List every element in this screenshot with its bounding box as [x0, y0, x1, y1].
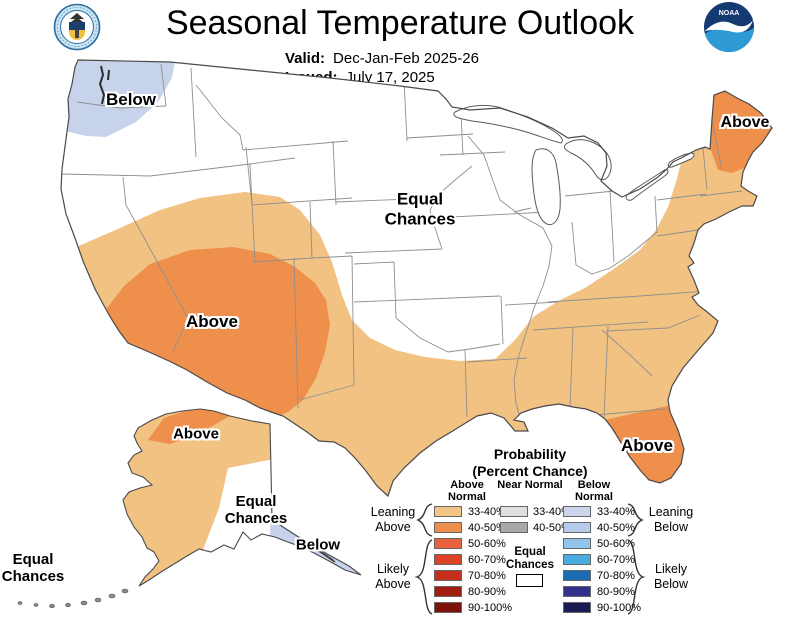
valid-label: Valid: [285, 50, 326, 67]
legend-title: Probability (Percent Chance) [430, 446, 630, 480]
legend-range-below-50-60: 50-60% [597, 538, 635, 550]
map-label-florida-above: Above [621, 436, 673, 456]
legend-swatch-above-33-40 [434, 506, 462, 517]
puget-sound-detail [98, 65, 110, 105]
map-label-northeast-above: Above [720, 113, 770, 131]
legend-header-near-normal: Near Normal [497, 479, 563, 491]
legend-swatch-below-60-70 [563, 554, 591, 565]
legend-swatch-below-90-100 [563, 602, 591, 613]
alaska-above-40-50-region [148, 409, 230, 444]
legend-swatch-above-70-80 [434, 570, 462, 581]
legend-swatch-below-33-40 [563, 506, 591, 517]
alaska-panhandle-detail [299, 539, 336, 563]
aleutian-islands [17, 588, 129, 609]
map-label-pacific-northwest-below: Below [105, 90, 157, 110]
lake-michigan [531, 148, 561, 226]
legend-swatch-below-50-60 [563, 538, 591, 549]
legend-range-above-90-100: 90-100% [468, 602, 513, 614]
legend-swatch-above-40-50 [434, 522, 462, 533]
legend-swatch-below-40-50 [563, 522, 591, 533]
map-label-alaska-equal-chances: Equal Chances [224, 492, 288, 527]
legend-swatch-above-50-60 [434, 538, 462, 549]
legend-braces [414, 503, 646, 615]
legend-range-above-40-50: 40-50% [468, 522, 506, 534]
conus-below-33-40-region [61, 60, 176, 137]
page-title: Seasonal Temperature Outlook [165, 4, 635, 42]
legend-swatch-below-70-80 [563, 570, 591, 581]
legend-header-above-normal: Above Normal [448, 479, 486, 503]
legend-swatch-near-33-40 [500, 506, 528, 517]
legend-title-line1: Probability [493, 446, 567, 462]
legend-range-above-50-60: 50-60% [468, 538, 506, 550]
legend-leaning-above-label: Leaning Above [370, 505, 416, 534]
map-label-central-equal-chances: Equal Chances [384, 189, 456, 228]
legend-header-below-normal: Below Normal [575, 479, 613, 503]
lake-huron [563, 139, 612, 181]
legend-equal-chances-label: Equal Chances [506, 546, 554, 571]
legend-swatch-near-40-50 [500, 522, 528, 533]
legend-swatch-above-80-90 [434, 586, 462, 597]
valid-value: Dec-Jan-Feb 2025-26 [333, 50, 479, 67]
state-boundaries [61, 63, 743, 422]
alaska-equal-chances-region [201, 459, 274, 555]
legend-range-below-90-100: 90-100% [597, 602, 642, 614]
legend-swatch-above-90-100 [434, 602, 462, 613]
map-label-alaska-above: Above [173, 425, 219, 443]
commerce-seal-icon [53, 3, 101, 51]
legend-swatch-above-60-70 [434, 554, 462, 565]
map-label-aleutians-equal-chances: Equal Chances [1, 550, 65, 585]
legend-range-below-60-70: 60-70% [597, 554, 635, 566]
great-lakes [453, 104, 695, 226]
map-label-alaska-below: Below [295, 536, 341, 554]
legend-range-above-60-70: 60-70% [468, 554, 506, 566]
legend-range-below-70-80: 70-80% [597, 570, 635, 582]
probability-legend: Probability (Percent Chance) Above Norma… [370, 446, 696, 618]
legend-swatch-below-80-90 [563, 586, 591, 597]
legend-title-line2: (Percent Chance) [472, 463, 588, 479]
legend-range-above-70-80: 70-80% [468, 570, 506, 582]
legend-range-near-33-40: 33-40% [533, 506, 571, 518]
noaa-logo-icon: NOAA [704, 2, 754, 52]
legend-range-above-33-40: 33-40% [468, 506, 506, 518]
legend-range-near-40-50: 40-50% [533, 522, 571, 534]
legend-range-below-40-50: 40-50% [597, 522, 635, 534]
legend-range-above-80-90: 80-90% [468, 586, 506, 598]
legend-range-below-80-90: 80-90% [597, 586, 635, 598]
legend-range-below-33-40: 33-40% [597, 506, 635, 518]
legend-equal-chances-swatch [516, 574, 543, 587]
legend-likely-below-label: Likely Below [653, 562, 689, 591]
conus-above-40-50-maine-region [708, 86, 772, 173]
legend-likely-above-label: Likely Above [375, 562, 411, 591]
conus-above-40-50-southwest-region [104, 247, 330, 420]
conus-above-40-50-florida-region [600, 404, 692, 489]
noaa-logo-text: NOAA [719, 10, 740, 17]
map-label-southwest-above: Above [186, 312, 238, 332]
legend-leaning-below-label: Leaning Below [648, 505, 694, 534]
